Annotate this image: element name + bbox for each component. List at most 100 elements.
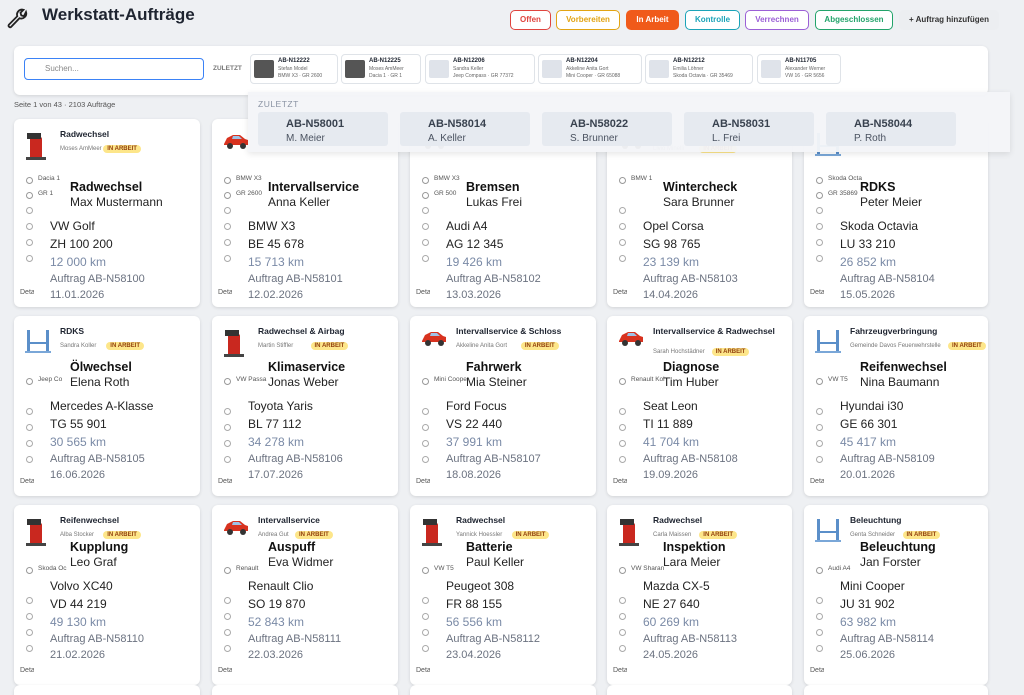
detail-icon	[816, 239, 823, 246]
vehicle-line: GR 500	[434, 190, 457, 197]
status-button[interactable]: Vorbereiten	[556, 10, 620, 30]
card-person: Andrea Gut	[258, 532, 289, 538]
details-link[interactable]: Details	[810, 478, 824, 485]
card-date: 23.04.2026	[446, 649, 502, 661]
card-service: Beleuchtung	[860, 540, 936, 554]
order-card[interactable]	[607, 685, 792, 695]
order-card[interactable]: Intervallservice & Radwechsel Sarah Hochs…	[607, 316, 792, 496]
vehicle-line: Skoda Octav	[828, 175, 862, 182]
status-button[interactable]: Kontrolle	[685, 10, 740, 30]
order-card[interactable]: Radwechsel & Airbag Martin Stiffler IN ARB…	[212, 316, 398, 496]
details-link[interactable]: Details	[416, 478, 430, 485]
detail-icon	[26, 440, 33, 447]
vehicle-icon	[422, 378, 429, 385]
order-card[interactable]: Reifenwechsel Alba Stocker IN ARBEIT Skoda …	[14, 505, 200, 685]
order-card[interactable]: Intervallservice Andrea Gut IN ARBEIT Renau…	[212, 505, 398, 685]
recent-code: AB-N12212	[673, 58, 705, 64]
order-card[interactable]	[410, 685, 596, 695]
dropdown-item[interactable]: AB-N58031 L. Frei	[684, 112, 814, 146]
status-button[interactable]: Abgeschlossen	[815, 10, 893, 30]
status-button[interactable]: Offen	[510, 10, 551, 30]
recent-chip[interactable]: AB-N12204 Akkeline Anita Gort Mini Cooper …	[538, 54, 642, 84]
search-input[interactable]: Suchen...	[24, 58, 204, 80]
card-customer: Max Mustermann	[70, 195, 163, 209]
card-plate: BL 77 112	[248, 417, 302, 431]
card-plate: VS 22 440	[446, 417, 503, 431]
order-card[interactable]: Radwechsel Carla Maissen IN ARBEIT VW Shara…	[607, 505, 792, 685]
card-date: 20.01.2026	[840, 469, 896, 481]
card-km: 56 556 km	[446, 615, 503, 629]
recent-vehicle: Dacia 1 · GR 1	[369, 73, 403, 79]
card-plate: SG 98 765	[643, 237, 701, 251]
card-service: Klimaservice	[268, 360, 346, 374]
detail-icon	[619, 255, 626, 262]
order-card[interactable]: Radwechsel Yannick Hoessler IN ARBEIT VW T5…	[410, 505, 596, 685]
dropdown-item[interactable]: AB-N58044 P. Roth	[826, 112, 956, 146]
service-icon	[420, 328, 448, 353]
detail-icon	[224, 645, 231, 652]
card-date: 22.03.2026	[248, 649, 304, 661]
detail-icon	[422, 629, 429, 636]
recent-vehicle: BMW X3 · GR 2600	[278, 73, 323, 79]
vehicle-line: VW Passa	[236, 376, 267, 383]
card-customer: Elena Roth	[70, 375, 130, 389]
detail-icon	[224, 207, 231, 214]
details-link[interactable]: Details	[416, 289, 430, 296]
order-card[interactable]	[14, 685, 200, 695]
recent-chip[interactable]: AB-N12212 Emilia Löhner Skoda Octavia · GR…	[645, 54, 753, 84]
card-person: Martin Stiffler	[258, 343, 294, 349]
card-service: Reifenwechsel	[860, 360, 947, 374]
details-link[interactable]: Details	[20, 289, 34, 296]
recent-chip[interactable]: AB-N11705 Alexander Werner VW 16 · GR 5656	[757, 54, 841, 84]
recent-chip[interactable]: AB-N12225 Moses AmMeer Dacia 1 · GR 1	[341, 54, 421, 84]
details-link[interactable]: Details	[810, 667, 824, 674]
recent-chip[interactable]: AB-N12222 Stefan Model BMW X3 · GR 2600	[250, 54, 338, 84]
order-card[interactable]: RDKS Sandra Koller IN ARBEIT Jeep Co Details…	[14, 316, 200, 496]
dropdown-name: S. Brunner	[570, 133, 618, 144]
add-order-button[interactable]: + Auftrag hinzufügen	[899, 10, 999, 30]
card-person: Gemeinde Davos Feuerwehrstelle	[850, 343, 941, 349]
details-link[interactable]: Details	[218, 478, 232, 485]
details-link[interactable]: Details	[613, 289, 627, 296]
details-link[interactable]: Details	[613, 667, 627, 674]
dropdown-item[interactable]: AB-N58022 S. Brunner	[542, 112, 672, 146]
details-link[interactable]: Details	[810, 289, 824, 296]
details-link[interactable]: Details	[20, 478, 34, 485]
card-order: Auftrag AB-N58104	[840, 273, 935, 285]
recent-chip[interactable]: AB-N12206 Sandra Keller Jeep Compass · GR …	[425, 54, 535, 84]
card-km: 45 417 km	[840, 435, 897, 449]
status-button[interactable]: In Arbeit	[626, 10, 679, 30]
recent-person: Emilia Löhner	[673, 66, 704, 72]
order-card[interactable]: Beleuchtung Genta Schneider IN ARBEIT Audi …	[804, 505, 988, 685]
details-link[interactable]: Details	[416, 667, 430, 674]
order-card[interactable]: Radwechsel Moses AmMeer IN ARBEIT Dacia 1 GR…	[14, 119, 200, 307]
status-badge: IN ARBEIT	[310, 342, 349, 350]
recent-thumb	[429, 60, 449, 78]
detail-icon	[224, 597, 231, 604]
card-customer: Tim Huber	[663, 375, 719, 389]
dropdown-item[interactable]: AB-N58001 M. Meier	[258, 112, 388, 146]
detail-icon	[422, 440, 429, 447]
card-date: 11.01.2026	[50, 289, 105, 301]
order-card[interactable]	[212, 685, 398, 695]
details-link[interactable]: Details	[218, 667, 232, 674]
order-card[interactable]: Fahrzeugverbringung Gemeinde Davos Feuerw…	[804, 316, 988, 496]
vehicle-line: VW T5	[828, 376, 848, 383]
detail-icon	[224, 239, 231, 246]
vehicle-line: BMW X3	[434, 175, 460, 182]
details-link[interactable]: Details	[613, 478, 627, 485]
details-link[interactable]: Details	[218, 289, 232, 296]
details-link[interactable]: Details	[20, 667, 34, 674]
card-service: Radwechsel	[70, 180, 143, 194]
detail-icon	[224, 255, 231, 262]
detail-icon	[26, 597, 33, 604]
dropdown-item[interactable]: AB-N58014 A. Keller	[400, 112, 530, 146]
card-plate: GE 66 301	[840, 417, 898, 431]
order-card[interactable]: Intervallservice & Schloss Akkeline Anita…	[410, 316, 596, 496]
card-service: Inspektion	[663, 540, 726, 554]
order-card[interactable]	[804, 685, 988, 695]
detail-icon	[224, 223, 231, 230]
card-customer: Sara Brunner	[663, 195, 735, 209]
status-button[interactable]: Verrechnen	[745, 10, 809, 30]
